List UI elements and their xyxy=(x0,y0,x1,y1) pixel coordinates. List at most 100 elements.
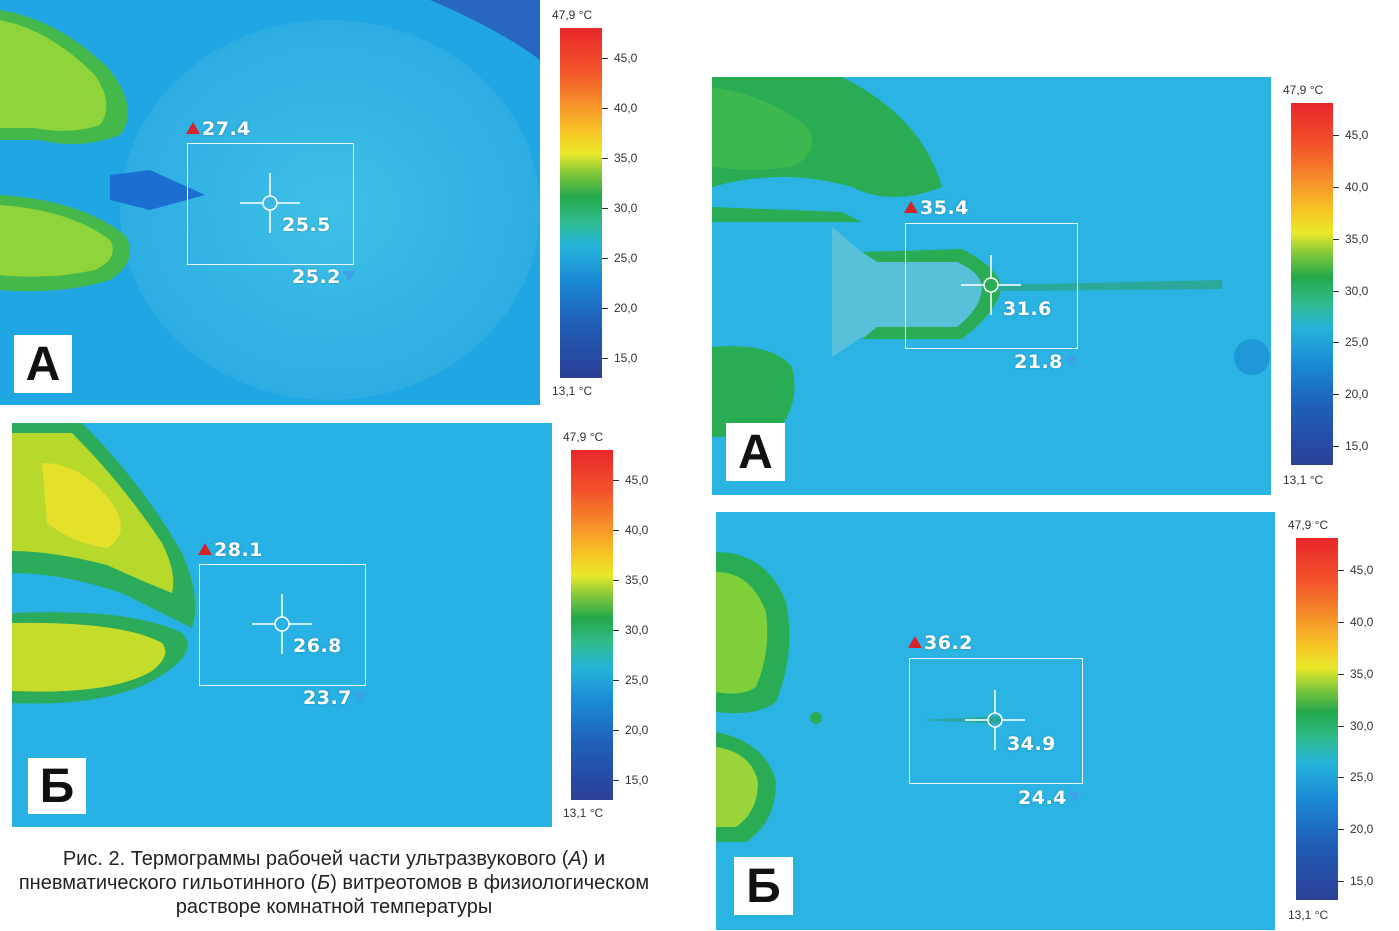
tick xyxy=(613,580,619,581)
max-temperature: 28.1 xyxy=(198,541,263,560)
measurement-box xyxy=(199,564,366,686)
tick-label: 20,0 xyxy=(1350,822,1374,836)
panel-label: Б xyxy=(734,857,793,915)
thermal-image xyxy=(12,423,552,827)
tick xyxy=(1333,446,1339,447)
tick xyxy=(1338,881,1344,882)
figure-caption: Рис. 2. Термограммы рабочей части ультра… xyxy=(0,847,668,919)
crosshair-icon xyxy=(252,594,312,654)
min-marker-icon xyxy=(342,271,355,282)
temperature-scale: 47,9 °C 45,0 40,0 35,0 30,0 25,0 20,0 15… xyxy=(1288,518,1399,922)
scale-min-label: 13,1 °C xyxy=(1283,473,1324,487)
tick-label: 25,0 xyxy=(1350,770,1374,784)
tick-label: 15,0 xyxy=(625,773,649,787)
tick-label: 45,0 xyxy=(625,473,649,487)
thermal-image xyxy=(716,512,1275,930)
thermogram-panel-a-ultrasonic: 27.4 25.5 25.2 А xyxy=(0,0,540,405)
measurement-box xyxy=(909,658,1083,784)
max-temperature: 27.4 xyxy=(186,120,251,139)
color-bar xyxy=(571,450,613,800)
thermal-image xyxy=(0,0,540,405)
tick-label: 45,0 xyxy=(614,51,638,65)
scale-max-label: 47,9 °C xyxy=(1283,83,1324,97)
caption-text: ) и пневматического гильотинного ( xyxy=(18,848,606,894)
tick-label: 35,0 xyxy=(625,573,649,587)
tick-label: 45,0 xyxy=(1350,563,1374,577)
tick-label: 15,0 xyxy=(1350,874,1374,888)
tick-label: 30,0 xyxy=(1350,719,1374,733)
thermogram-panel-b-pneumatic: 28.1 26.8 23.7 Б xyxy=(12,423,552,827)
tick xyxy=(1333,135,1339,136)
max-marker-icon xyxy=(908,636,922,648)
tick-label: 20,0 xyxy=(614,301,638,315)
center-temperature: 25.5 xyxy=(282,214,331,236)
tick xyxy=(1338,674,1344,675)
crosshair-icon xyxy=(965,690,1025,750)
caption-text: Рис. 2. Термограммы рабочей части ультра… xyxy=(62,848,569,870)
tick-label: 15,0 xyxy=(614,351,638,365)
tick-label: 30,0 xyxy=(1345,284,1369,298)
tick xyxy=(613,730,619,731)
max-marker-icon xyxy=(198,543,212,555)
temperature-scale: 47,9 °C 45,0 40,0 35,0 30,0 25,0 20,0 15… xyxy=(1283,83,1399,487)
tick xyxy=(602,158,608,159)
tick xyxy=(613,530,619,531)
tick xyxy=(613,630,619,631)
tick-label: 35,0 xyxy=(1350,667,1374,681)
min-temperature: 23.7 xyxy=(303,689,366,708)
tick xyxy=(1333,187,1339,188)
color-bar xyxy=(1291,103,1333,465)
crosshair-icon xyxy=(240,173,300,233)
panel-label: А xyxy=(726,423,785,481)
caption-label-a: А xyxy=(568,848,582,870)
tick xyxy=(1338,777,1344,778)
scale-max-label: 47,9 °C xyxy=(552,8,593,22)
tick xyxy=(602,208,608,209)
tick xyxy=(602,58,608,59)
tick-label: 40,0 xyxy=(1350,615,1374,629)
center-temperature: 31.6 xyxy=(1003,298,1052,320)
tick-label: 45,0 xyxy=(1345,128,1369,142)
tick xyxy=(602,308,608,309)
min-temperature: 21.8 xyxy=(1014,353,1077,372)
scale-max-label: 47,9 °C xyxy=(563,430,604,444)
max-temperature: 36.2 xyxy=(908,634,973,653)
tick-label: 40,0 xyxy=(614,101,638,115)
temperature-scale: 47,9 °C 45,0 40,0 35,0 30,0 25,0 20,0 15… xyxy=(563,430,681,820)
center-temperature: 34.9 xyxy=(1007,733,1056,755)
tick-label: 25,0 xyxy=(1345,335,1369,349)
scale-min-label: 13,1 °C xyxy=(563,806,604,820)
tick-label: 35,0 xyxy=(614,151,638,165)
color-bar xyxy=(560,28,602,378)
tick xyxy=(613,780,619,781)
center-temperature: 26.8 xyxy=(293,635,342,657)
thermogram-panel-a-ultrasonic-2: 35.4 31.6 21.8 А xyxy=(712,77,1271,495)
tick-label: 25,0 xyxy=(614,251,638,265)
measurement-box xyxy=(905,223,1078,349)
caption-label-b: Б xyxy=(317,872,331,894)
tick-label: 30,0 xyxy=(625,623,649,637)
min-marker-icon xyxy=(1068,792,1081,803)
tick-label: 35,0 xyxy=(1345,232,1369,246)
tick-label: 20,0 xyxy=(625,723,649,737)
thermal-image xyxy=(712,77,1271,495)
tick xyxy=(1338,726,1344,727)
tick-label: 40,0 xyxy=(1345,180,1369,194)
measurement-box xyxy=(187,143,354,265)
min-marker-icon xyxy=(1064,356,1077,367)
tick-label: 25,0 xyxy=(625,673,649,687)
color-bar xyxy=(1296,538,1338,900)
scale-min-label: 13,1 °C xyxy=(1288,908,1329,922)
max-marker-icon xyxy=(186,122,200,134)
tick xyxy=(1333,342,1339,343)
scale-min-label: 13,1 °C xyxy=(552,384,593,398)
max-temperature: 35.4 xyxy=(904,199,969,218)
tick xyxy=(602,358,608,359)
crosshair-icon xyxy=(961,255,1021,315)
panel-label: А xyxy=(14,335,72,393)
tick xyxy=(1333,239,1339,240)
temperature-scale: 47,9 °C 45,0 40,0 35,0 30,0 25,0 20,0 15… xyxy=(552,8,670,398)
min-temperature: 24.4 xyxy=(1018,789,1081,808)
tick xyxy=(1333,291,1339,292)
caption-text: ) витреотомов в физиологическом растворе… xyxy=(175,872,650,918)
